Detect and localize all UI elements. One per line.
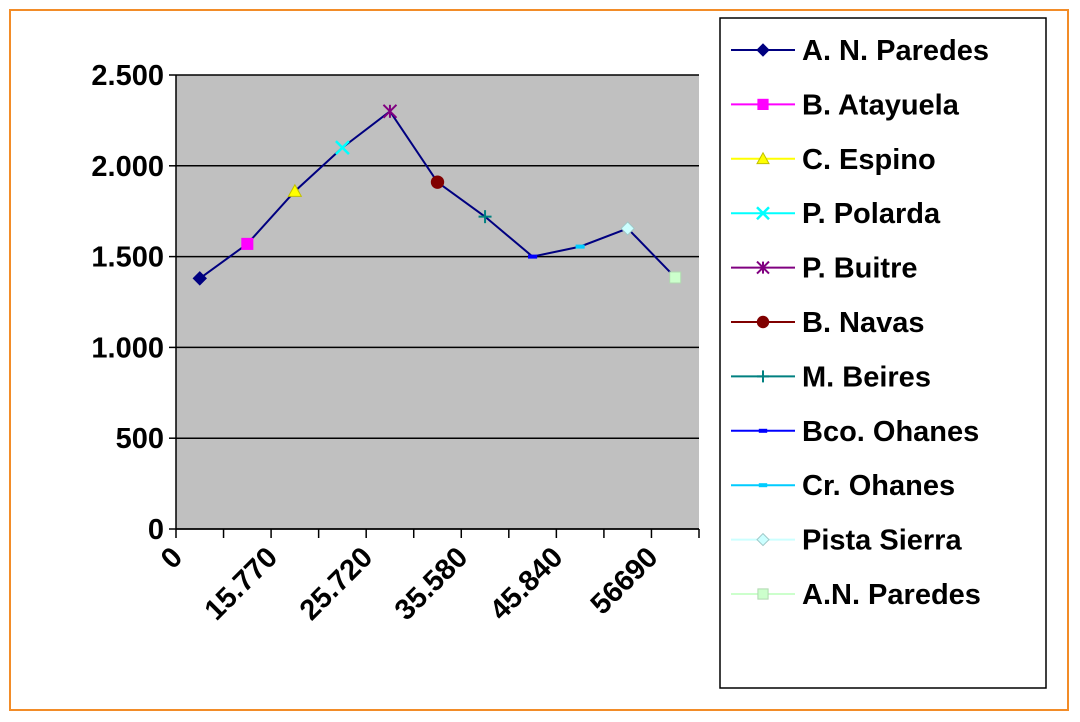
data-point xyxy=(478,210,492,224)
legend-item: Cr. Ohanes xyxy=(731,470,955,502)
series-markers xyxy=(192,104,682,286)
data-point xyxy=(382,104,398,119)
legend-item: Bco. Ohanes xyxy=(731,416,979,448)
y-tick-label: 2.500 xyxy=(91,60,164,92)
data-point xyxy=(669,271,682,284)
legend-label: Cr. Ohanes xyxy=(802,470,955,502)
legend-item: B. Navas xyxy=(731,307,925,339)
legend-item: Pista Sierra xyxy=(731,525,962,557)
legend-marker xyxy=(756,315,770,329)
legend-label: B. Atayuela xyxy=(802,89,960,121)
x-tick-label: 45.840 xyxy=(484,541,569,626)
x-tick-label: 0 xyxy=(155,541,189,575)
legend-item: B. Atayuela xyxy=(731,89,960,121)
data-point xyxy=(430,175,445,189)
y-tick-label: 500 xyxy=(116,423,164,455)
legend-label: C. Espino xyxy=(802,144,936,176)
x-tick-labels: 0 15.770 25.720 35.580 45.840 56690 xyxy=(155,541,664,626)
plot-area xyxy=(176,75,699,529)
legend-box xyxy=(719,17,1047,689)
legend-label: A. N. Paredes xyxy=(802,35,989,67)
data-point xyxy=(575,244,585,249)
axes xyxy=(169,74,700,538)
x-tick-label: 15.770 xyxy=(199,541,284,626)
legend-item: P. Buitre xyxy=(731,253,918,285)
legend-item: C. Espino xyxy=(731,144,936,176)
legend-marker xyxy=(757,98,769,111)
legend-marker xyxy=(757,588,769,600)
legend-marker xyxy=(757,370,769,383)
y-tick-label: 2.000 xyxy=(91,151,164,183)
legend-marker xyxy=(756,260,770,275)
legend-label: P. Polarda xyxy=(802,198,941,230)
y-tick-label: 1.000 xyxy=(91,332,164,364)
legend-label: M. Beires xyxy=(802,361,931,393)
x-tick-label: 25.720 xyxy=(294,541,379,626)
legend-label: Pista Sierra xyxy=(802,525,962,557)
legend-marker xyxy=(756,532,770,547)
legend-item: P. Polarda xyxy=(731,198,941,230)
legend-marker xyxy=(756,151,770,165)
data-point xyxy=(528,254,538,259)
y-tick-label: 1.500 xyxy=(91,242,164,274)
legend-label: B. Navas xyxy=(802,307,925,339)
data-point xyxy=(192,271,207,286)
y-tick-labels: 2.500 2.000 1.500 1.000 500 0 xyxy=(91,60,164,546)
legend: A. N. Paredes B. Atayuela C. Espino P. Pola… xyxy=(719,17,1047,689)
data-point xyxy=(335,140,350,156)
legend-marker xyxy=(756,206,770,221)
data-point xyxy=(287,183,303,197)
legend-item: A.N. Paredes xyxy=(731,579,981,611)
x-tick-label: 35.580 xyxy=(389,541,474,626)
legend-label: A.N. Paredes xyxy=(802,579,981,611)
legend-marker xyxy=(758,428,768,433)
y-tick-label: 0 xyxy=(148,514,164,546)
legend-marker xyxy=(758,483,768,488)
data-point xyxy=(620,221,635,236)
legend-item: M. Beires xyxy=(731,361,931,393)
legend-item: A. N. Paredes xyxy=(731,35,989,67)
legend-label: P. Buitre xyxy=(802,253,918,285)
x-tick-label: 56690 xyxy=(585,541,665,621)
data-point xyxy=(241,237,254,250)
legend-label: Bco. Ohanes xyxy=(802,416,979,448)
legend-marker xyxy=(756,43,770,57)
